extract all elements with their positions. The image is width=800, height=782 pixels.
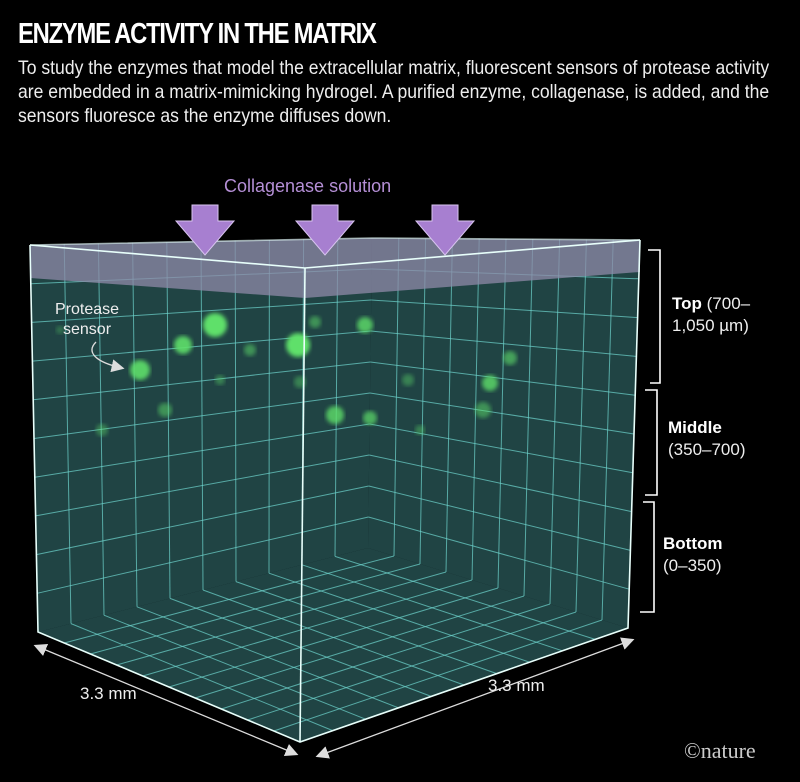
left-dimension-label: 3.3 mm [80,684,137,703]
protease-sensor [363,411,377,425]
left-dimension-arrow [33,643,299,757]
middle-layer-bracket [645,389,658,496]
right-dimension-label: 3.3 mm [488,676,545,695]
back-right-wall-grid-line [523,239,534,597]
back-left-wall-grid-line [35,454,370,517]
layer-middle-name: Middle [668,418,722,437]
protease-label-line2: sensor [63,321,112,338]
front-left-face [30,245,305,742]
protease-sensor-label: Protease sensor [55,300,119,340]
back-left-wall [30,238,372,632]
back-left-wall-grid-line [36,485,369,556]
back-right-wall-grid-line [369,392,635,435]
back-left-wall-grid-line [37,516,369,594]
collagenase-down-arrow-icon [414,204,476,256]
back-right-wall-grid-line [368,485,631,551]
layer-top-name: Top [672,294,702,313]
intro-text: To study the enzymes that model the extr… [18,57,770,127]
layer-top-label: Top (700– 1,050 µm) [672,293,750,337]
protease-sensor [174,336,192,354]
protease-sensor [503,351,517,365]
protease-sensor [326,406,344,424]
protease-sensor [215,375,225,385]
right-dimension-arrow [315,637,635,759]
protease-pointer-arrow [91,341,125,373]
protease-sensor [96,424,108,436]
back-right-wall [368,238,640,628]
back-right-wall-grid-line [368,516,630,590]
nature-logo: ©nature [684,738,756,763]
protease-sensor [158,403,172,417]
front-right-face [300,240,640,742]
collagenase-label: Collagenase solution [224,176,392,196]
back-left-wall-grid-line [234,240,237,582]
protease-sensor [482,375,498,391]
collagenase-down-arrow-icon [294,204,356,256]
protease-label-line1: Protease [55,301,120,318]
protease-sensor [286,333,310,357]
protease-sensor [402,374,414,386]
layer-middle-range: (350–700) [668,440,746,459]
protease-sensor [203,313,227,337]
protease-sensor [475,402,491,418]
top-layer-bracket [648,249,661,384]
protease-sensor [309,316,321,328]
layer-bottom-name: Bottom [663,534,723,553]
collagenase-down-arrow-icon [174,204,236,256]
back-right-wall-grid-line [601,239,614,621]
back-left-wall-grid-line [34,423,370,478]
cube-edges [29,237,641,743]
layer-top-range1: (700– [706,294,751,313]
protease-sensor [244,344,256,356]
layer-top-range2: 1,050 µm) [672,316,749,335]
protease-sensor [56,326,64,334]
protease-sensor [357,317,373,333]
layer-bottom-label: Bottom (0–350) [663,533,722,577]
page-title: ENZYME ACTIVITY IN THE MATRIX [18,18,377,50]
back-right-wall-grid-line [369,423,633,474]
layer-middle-label: Middle (350–700) [668,417,746,461]
layer-bottom-range: (0–350) [663,556,722,575]
back-left-wall-grid-line [33,392,371,439]
protease-sensor [415,425,425,435]
back-right-wall-grid-line [575,239,587,613]
back-right-wall-grid-line [369,454,632,513]
back-right-wall-grid-line [549,239,561,605]
protease-sensor [130,360,150,380]
bottom-layer-bracket [640,501,655,613]
